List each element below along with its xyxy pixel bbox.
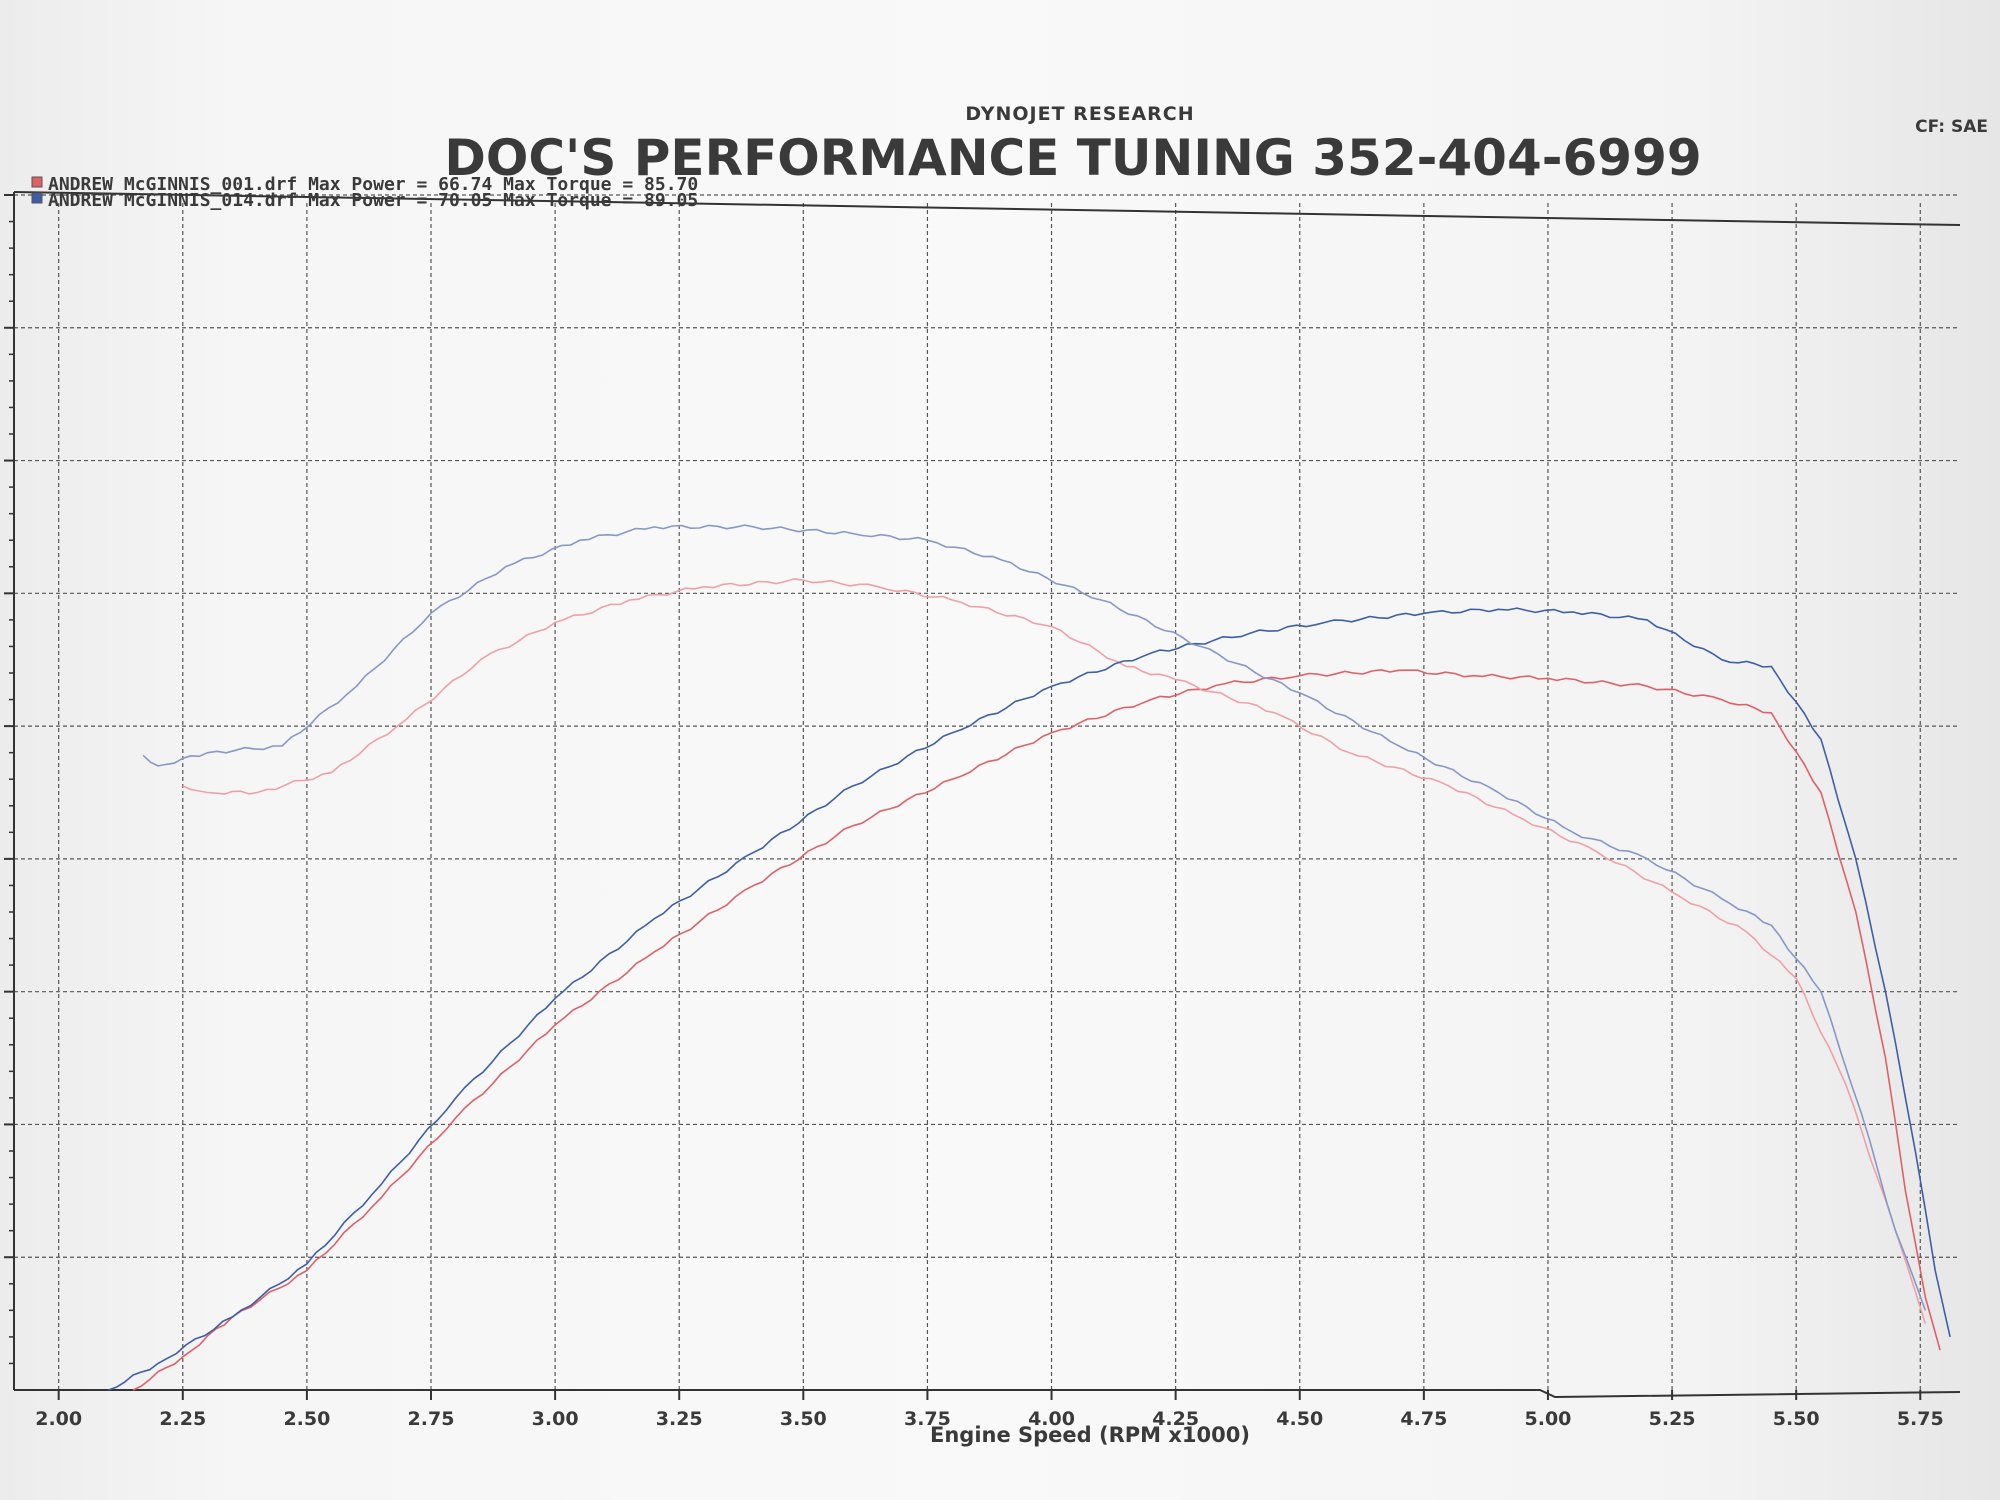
- x-tick-label: 2.00: [35, 1408, 82, 1430]
- correction-factor: CF: SAE: [1915, 117, 1988, 137]
- legend: ANDREW McGINNIS_001.drf Max Power = 66.7…: [31, 174, 698, 211]
- legend-entry-001: ANDREW McGINNIS_001.drf Max Power = 66.7…: [48, 174, 698, 195]
- y-axis-ticks: [4, 194, 14, 1365]
- x-tick-label: 4.25: [1152, 1408, 1199, 1430]
- shop-title: DOC'S PERFORMANCE TUNING 352-404-6999: [444, 129, 1701, 187]
- x-tick-label: 4.00: [1028, 1408, 1075, 1430]
- legend-swatch-001: [31, 176, 43, 188]
- x-tick-labels: 2.00 2.25 2.50 2.75 3.00 3.25 3.50 3.75 4.00 4.25…: [35, 1408, 1943, 1430]
- x-tick-label: 4.75: [1400, 1408, 1447, 1430]
- x-tick-label: 2.75: [408, 1408, 455, 1430]
- legend-entry-014: ANDREW McGINNIS_014.drf Max Power = 70.0…: [48, 190, 698, 211]
- x-tick-label: 5.50: [1773, 1408, 1820, 1430]
- research-label: DYNOJET RESEARCH: [965, 103, 1194, 125]
- torque-trace-001: [182, 578, 1927, 1324]
- x-tick-label: 3.25: [656, 1408, 703, 1430]
- x-tick-label: 2.50: [283, 1408, 330, 1430]
- x-tick-label: 5.25: [1649, 1408, 1696, 1430]
- torque-trace-014: [142, 524, 1927, 1311]
- x-tick-label: 2.25: [159, 1408, 206, 1430]
- x-tick-label: 5.00: [1525, 1408, 1572, 1430]
- x-tick-label: 3.50: [780, 1408, 827, 1430]
- power-trace-014: [108, 607, 1951, 1391]
- x-tick-label: 3.75: [904, 1408, 951, 1430]
- x-axis-line: [14, 1389, 1961, 1399]
- x-tick-label: 3.00: [532, 1408, 579, 1430]
- power-trace-001: [132, 669, 1941, 1391]
- x-axis-title: Engine Speed (RPM x1000): [930, 1423, 1250, 1447]
- x-tick-label: 5.75: [1897, 1408, 1944, 1430]
- grid: [14, 194, 1960, 1400]
- x-tick-label: 4.50: [1276, 1408, 1323, 1430]
- legend-swatch-014: [31, 192, 43, 204]
- traces: [108, 524, 1951, 1391]
